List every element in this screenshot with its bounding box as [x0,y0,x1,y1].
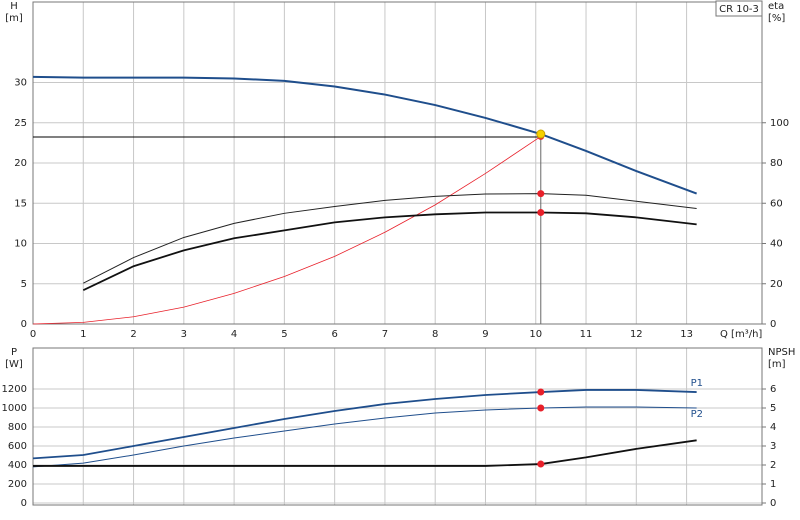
y2-axis-unit: [%] [768,13,785,24]
y2-tick-label: 100 [770,118,789,129]
y-tick-label: 200 [8,479,27,490]
x-tick-label: 6 [331,329,337,340]
y2-tick-label: 60 [770,198,783,209]
y-tick-label: 25 [14,118,27,129]
y2-tick-label: 2 [770,460,776,471]
y2-tick-label: 20 [770,279,783,290]
x-tick-label: 9 [482,329,488,340]
y-tick-label: 800 [8,422,27,433]
series-line [82,211,697,292]
y2-axis-label: NPSH [768,347,795,358]
y-tick-label: 30 [14,78,27,89]
series-line [33,439,697,467]
x-tick-label: 3 [181,329,187,340]
y2-tick-label: 1 [770,479,776,490]
series-line [32,136,542,325]
x-axis-label: Q [m³/h] [720,329,762,340]
x-tick-label: 1 [80,329,86,340]
y-tick-label: 400 [8,460,27,471]
y2-tick-label: 5 [770,403,776,414]
y-axis-unit: [W] [5,359,23,370]
series-line [32,406,697,468]
series-line [83,193,697,284]
operating-marker [537,404,545,412]
operating-marker [537,388,545,396]
x-tick-label: 10 [529,329,542,340]
x-tick-label: 0 [30,329,36,340]
y2-tick-label: 40 [770,239,783,250]
y-axis-label: H [10,1,18,12]
y-axis-unit: [m] [5,13,23,24]
y2-axis-label: eta [768,1,784,12]
x-tick-label: 5 [281,329,287,340]
plot-frame [32,347,763,506]
duty-point [536,129,546,139]
y-tick-label: 1000 [2,403,27,414]
series-line [32,389,697,460]
y-tick-label: 0 [21,498,27,509]
y2-axis-unit: [m] [768,359,786,370]
y-tick-label: 15 [14,198,27,209]
y2-tick-label: 0 [770,498,776,509]
x-tick-label: 7 [382,329,388,340]
operating-marker [537,460,545,468]
y-axis-label: P [11,347,17,358]
y-tick-label: 10 [14,239,27,250]
x-tick-label: 8 [432,329,438,340]
y-tick-label: 0 [21,319,27,330]
y-tick-label: 1200 [2,384,27,395]
x-tick-label: 13 [680,329,693,340]
series-label: P1 [691,378,703,389]
series-label: P2 [691,409,703,420]
model-label: CR 10-3 [719,4,759,15]
y2-tick-label: 6 [770,384,776,395]
x-tick-label: 4 [231,329,237,340]
operating-marker [537,190,545,198]
x-tick-label: 12 [630,329,643,340]
y2-tick-label: 80 [770,158,783,169]
plot-frame [32,1,763,325]
series-line [32,75,697,195]
y-tick-label: 600 [8,441,27,452]
x-tick-label: 11 [580,329,593,340]
x-tick-label: 2 [130,329,136,340]
y2-tick-label: 0 [770,319,776,330]
y-tick-label: 20 [14,158,27,169]
operating-marker [537,209,545,217]
y-tick-label: 5 [21,279,27,290]
model-box [715,0,763,17]
y2-tick-label: 3 [770,441,776,452]
y2-tick-label: 4 [770,422,776,433]
